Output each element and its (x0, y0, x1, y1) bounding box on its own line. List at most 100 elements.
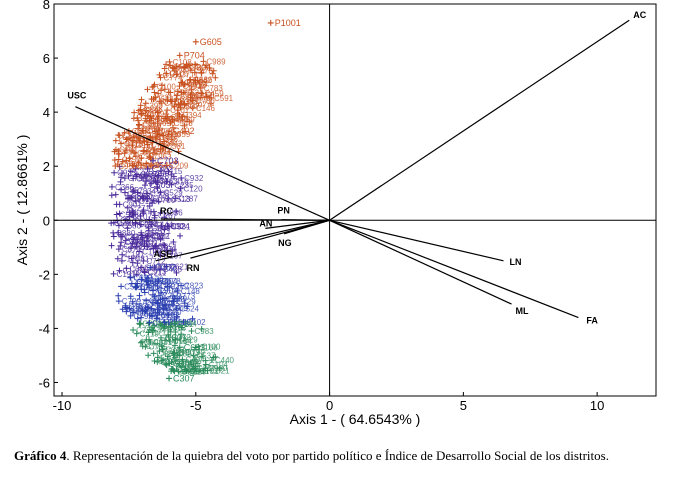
district-label-fragment: C440 (215, 356, 235, 365)
vector-fa (329, 219, 579, 319)
vector-ln (329, 219, 504, 262)
district-marker (150, 120, 157, 127)
point-label: G605 (200, 37, 222, 47)
district-label-fragment: C713 (124, 140, 144, 149)
district-marker (163, 178, 170, 185)
district-marker (138, 314, 145, 321)
district-label-fragment: C278 (139, 172, 159, 181)
district-marker (145, 278, 152, 285)
point-marker (176, 52, 183, 59)
point-marker (166, 128, 173, 135)
district-marker (143, 118, 150, 125)
district-label-fragment: C880 (116, 229, 136, 238)
district-marker (203, 62, 210, 69)
district-marker (144, 86, 151, 93)
district-label-fragment: C316 (167, 324, 187, 333)
point-label: C503 (149, 180, 171, 190)
district-marker (110, 270, 117, 277)
district-label-fragment: C951 (135, 141, 155, 150)
district-label-fragment: C957 (124, 186, 144, 195)
district-label-fragment: C259 (162, 292, 182, 301)
district-marker (155, 198, 162, 205)
district-marker (115, 292, 122, 299)
y-tick-label: 6 (43, 51, 50, 66)
district-label-fragment: C631 (140, 280, 160, 289)
district-marker (138, 232, 145, 239)
point-marker (149, 157, 156, 164)
district-label-fragment: C200 (142, 319, 162, 328)
district-label-fragment: C115 (164, 167, 183, 176)
district-marker (133, 330, 140, 337)
district-marker (169, 248, 176, 255)
district-marker (174, 92, 181, 99)
district-label-fragment: C580 (173, 88, 193, 97)
district-marker (155, 162, 162, 169)
district-label-fragment: C543 (174, 119, 194, 128)
district-label-fragment: C396 (159, 135, 179, 144)
district-label-fragment: C308 (150, 189, 170, 198)
district-marker (157, 167, 164, 174)
district-marker (115, 147, 122, 154)
district-label-fragment: C267 (158, 211, 178, 220)
district-marker (127, 244, 134, 251)
district-marker (138, 264, 145, 271)
district-marker (121, 189, 128, 196)
district-label-fragment: C711 (151, 329, 170, 338)
district-label-fragment: C878 (194, 66, 214, 75)
district-marker (188, 328, 195, 335)
vector-label-usc: USC (67, 91, 87, 101)
district-marker (161, 65, 168, 72)
district-marker (139, 110, 146, 117)
district-marker (157, 209, 164, 216)
point-marker (171, 349, 178, 356)
district-label-fragment: C786 (196, 97, 216, 106)
district-marker (180, 318, 187, 325)
district-marker (151, 322, 158, 329)
vector-an (265, 219, 330, 229)
district-marker (143, 297, 150, 304)
district-label-fragment: C411 (144, 264, 163, 273)
district-marker (122, 237, 129, 244)
district-label-fragment: C428 (150, 172, 170, 181)
point-marker (147, 264, 154, 271)
district-label-fragment: C394 (129, 264, 149, 273)
district-label-fragment: C924 (171, 222, 191, 231)
district-marker (170, 298, 177, 305)
district-label-fragment: C761 (129, 304, 149, 313)
district-label-fragment: C520 (162, 308, 182, 317)
figure-caption: Gráfico 4. Representación de la quiebra … (14, 448, 690, 464)
district-label-fragment: C906 (184, 78, 204, 87)
district-marker (144, 195, 151, 202)
district-marker (143, 148, 150, 155)
district-label-fragment: C469 (129, 236, 149, 245)
district-marker (189, 92, 196, 99)
district-label-fragment: C458 (156, 139, 176, 148)
district-marker (130, 175, 137, 182)
district-marker (160, 132, 167, 139)
district-marker (174, 88, 181, 95)
district-marker (159, 82, 166, 89)
district-label-fragment: C100 (156, 133, 176, 142)
district-label-fragment: C350 (122, 155, 142, 164)
district-marker (117, 178, 124, 185)
district-marker (159, 346, 166, 353)
district-marker (172, 329, 179, 336)
point-label: C703 (157, 156, 179, 166)
x-tick-label: -10 (53, 398, 72, 413)
x-tick-label: 5 (460, 398, 467, 413)
point-marker (171, 103, 178, 110)
district-marker (158, 343, 165, 350)
district-marker (167, 89, 174, 96)
district-label-fragment: C792 (134, 312, 154, 321)
district-label-fragment: C108 (173, 58, 193, 67)
district-label-fragment: C983 (166, 295, 186, 304)
district-label-fragment: C669 (151, 224, 171, 233)
district-label-fragment: C185 (117, 219, 137, 228)
district-label-fragment: C200 (158, 357, 178, 366)
district-label-fragment: C129 (142, 247, 162, 256)
district-label-fragment: C966 (193, 94, 213, 103)
district-label-fragment: C428 (163, 265, 183, 274)
district-marker (118, 186, 125, 193)
district-label-fragment: C836 (164, 209, 184, 218)
district-marker (165, 195, 172, 202)
